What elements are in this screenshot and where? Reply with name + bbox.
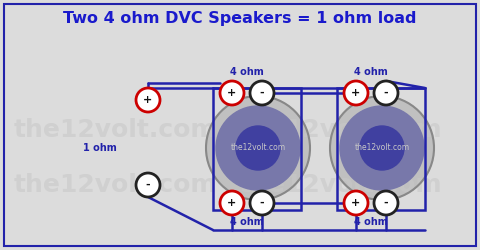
Text: -: - <box>384 198 388 208</box>
Text: the12volt.com: the12volt.com <box>13 173 217 197</box>
Circle shape <box>374 191 398 215</box>
Text: 4 ohm: 4 ohm <box>354 67 388 77</box>
Circle shape <box>330 96 434 200</box>
Circle shape <box>344 81 368 105</box>
Circle shape <box>340 106 424 190</box>
Text: -: - <box>260 88 264 98</box>
Text: +: + <box>228 198 237 208</box>
Text: the12volt.com: the12volt.com <box>230 144 286 152</box>
Text: -: - <box>384 88 388 98</box>
Circle shape <box>136 173 160 197</box>
Circle shape <box>344 191 368 215</box>
Circle shape <box>220 81 244 105</box>
Circle shape <box>250 191 274 215</box>
Bar <box>213 88 301 210</box>
Text: 4 ohm: 4 ohm <box>230 217 264 227</box>
Text: the12volt.com: the12volt.com <box>13 118 217 142</box>
Text: -: - <box>260 198 264 208</box>
Circle shape <box>250 81 274 105</box>
Text: -: - <box>146 180 150 190</box>
Text: Two 4 ohm DVC Speakers = 1 ohm load: Two 4 ohm DVC Speakers = 1 ohm load <box>63 10 417 26</box>
Circle shape <box>136 88 160 112</box>
Circle shape <box>220 191 244 215</box>
Text: 4 ohm: 4 ohm <box>354 217 388 227</box>
Circle shape <box>206 96 310 200</box>
Text: the12volt.com: the12volt.com <box>238 118 442 142</box>
Text: 4 ohm: 4 ohm <box>230 67 264 77</box>
Circle shape <box>216 106 300 190</box>
Circle shape <box>236 126 280 170</box>
Text: the12volt.com: the12volt.com <box>238 173 442 197</box>
Text: +: + <box>144 95 153 105</box>
Circle shape <box>374 81 398 105</box>
Text: +: + <box>351 198 360 208</box>
Circle shape <box>360 126 404 170</box>
Bar <box>337 88 425 210</box>
Text: +: + <box>228 88 237 98</box>
Text: the12volt.com: the12volt.com <box>354 144 409 152</box>
Text: 1 ohm: 1 ohm <box>83 143 117 153</box>
Text: +: + <box>351 88 360 98</box>
